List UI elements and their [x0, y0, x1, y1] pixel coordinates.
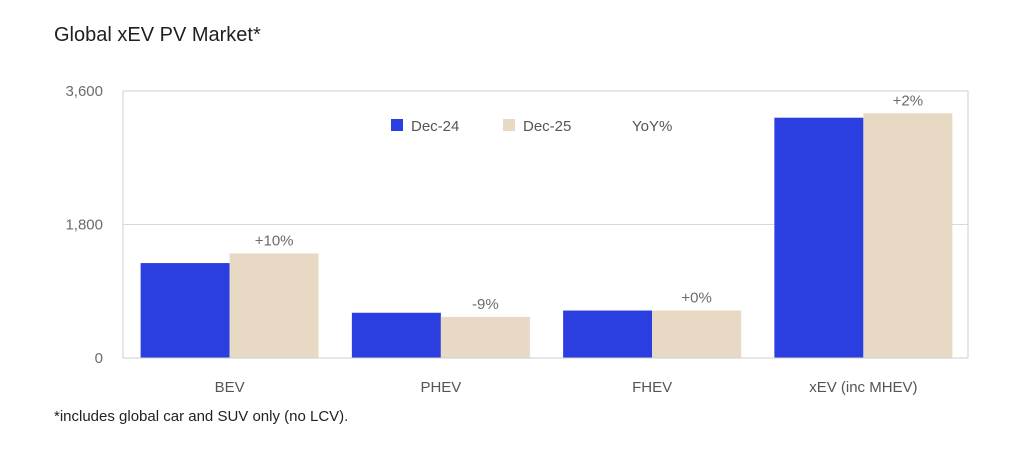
legend-label: Dec-25 — [523, 118, 571, 135]
legend-swatch — [391, 119, 403, 131]
x-category-label: xEV (inc MHEV) — [809, 379, 917, 396]
y-tick-label: 1,800 — [65, 217, 103, 234]
y-tick-label: 3,600 — [65, 83, 103, 100]
chart-title: Global xEV PV Market* — [54, 24, 261, 46]
y-axis: 0 1,800 3,600 — [65, 83, 103, 367]
yoy-label: +10% — [255, 232, 294, 249]
bar-dec-25 — [863, 113, 953, 358]
footnote: *includes global car and SUV only (no LC… — [54, 408, 349, 425]
x-axis: BEV PHEV FHEV xEV (inc MHEV) — [215, 379, 918, 396]
legend-swatch — [503, 119, 515, 131]
x-category-label: FHEV — [632, 379, 672, 396]
bars — [140, 113, 953, 358]
x-category-label: PHEV — [420, 379, 461, 396]
yoy-label: +0% — [681, 290, 711, 307]
data-labels: +10% -9% +0% +2% — [255, 92, 923, 313]
yoy-label: -9% — [472, 296, 499, 313]
legend-label-yoy: YoY% — [632, 118, 672, 135]
bar-dec-24 — [563, 310, 653, 358]
bar-dec-24 — [774, 117, 864, 358]
yoy-label: +2% — [893, 92, 923, 109]
legend: Dec-24 Dec-25 YoY% — [391, 118, 672, 135]
bar-dec-24 — [140, 263, 230, 358]
bar-dec-25 — [652, 310, 742, 358]
bar-chart: 0 1,800 3,600 +10% -9% +0% +2% BEV PHEV FHEV xEV… — [65, 83, 969, 396]
bar-dec-24 — [351, 312, 441, 358]
bar-dec-25 — [229, 253, 319, 358]
bar-dec-25 — [440, 316, 530, 358]
legend-label: Dec-24 — [411, 118, 459, 135]
y-tick-label: 0 — [95, 350, 103, 367]
plot-frame — [122, 90, 969, 359]
x-category-label: BEV — [215, 379, 245, 396]
